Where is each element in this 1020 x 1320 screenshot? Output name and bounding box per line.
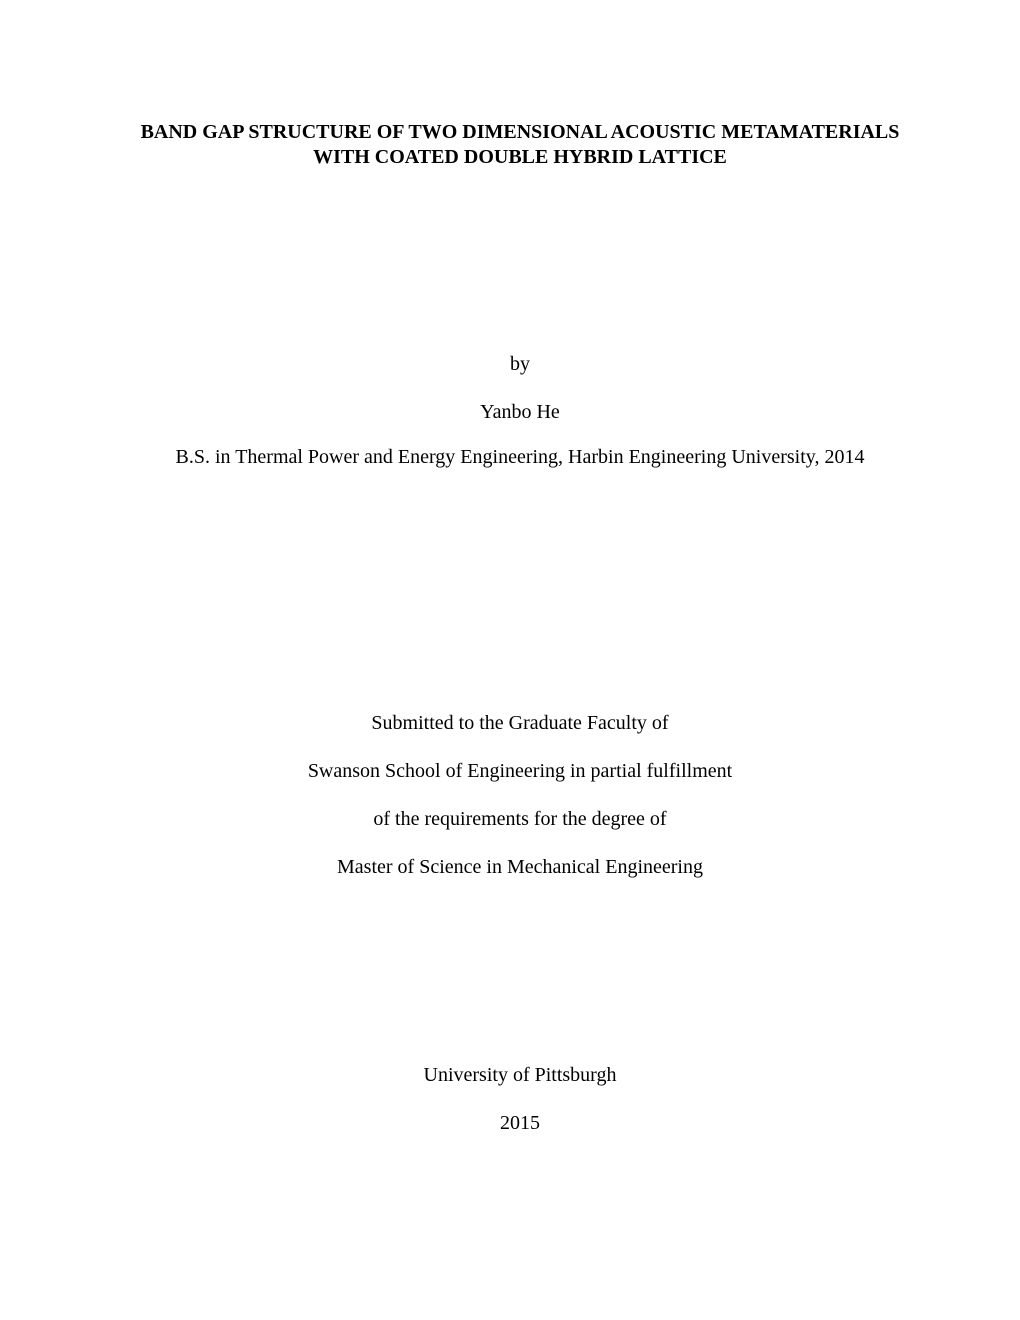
footer-block: University of Pittsburgh 2015 <box>130 1061 910 1137</box>
by-label: by <box>130 350 910 378</box>
submitted-line-3: of the requirements for the degree of <box>130 805 910 833</box>
title-block: BAND GAP STRUCTURE OF TWO DIMENSIONAL AC… <box>130 120 910 170</box>
institution: University of Pittsburgh <box>130 1061 910 1089</box>
year: 2015 <box>130 1109 910 1137</box>
submitted-line-2: Swanson School of Engineering in partial… <box>130 757 910 785</box>
submitted-line-4: Master of Science in Mechanical Engineer… <box>130 853 910 881</box>
title-line-1: BAND GAP STRUCTURE OF TWO DIMENSIONAL AC… <box>130 120 910 145</box>
submitted-line-1: Submitted to the Graduate Faculty of <box>130 709 910 737</box>
author-name: Yanbo He <box>130 398 910 426</box>
prior-degree: B.S. in Thermal Power and Energy Enginee… <box>130 446 910 469</box>
byline-block: by Yanbo He <box>130 350 910 426</box>
thesis-title-page: BAND GAP STRUCTURE OF TWO DIMENSIONAL AC… <box>130 120 910 1240</box>
submission-block: Submitted to the Graduate Faculty of Swa… <box>130 709 910 881</box>
title-line-2: WITH COATED DOUBLE HYBRID LATTICE <box>130 145 910 170</box>
